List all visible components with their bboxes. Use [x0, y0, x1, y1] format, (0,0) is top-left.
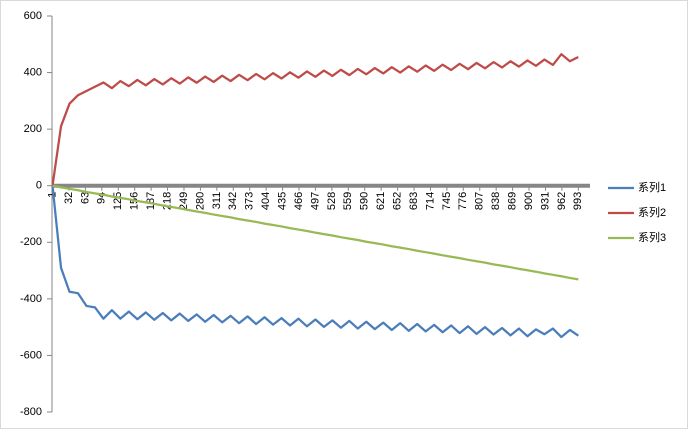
- y-tick-label: 0: [36, 180, 42, 192]
- x-tick-label: 32: [63, 192, 75, 204]
- x-tick-label: 187: [145, 192, 157, 210]
- y-tick-label: 200: [24, 123, 42, 135]
- x-tick-label: 249: [178, 192, 190, 210]
- x-tick-label: 714: [424, 192, 436, 210]
- y-tick-label: -200: [20, 236, 42, 248]
- x-tick-label: 776: [457, 192, 469, 210]
- x-tick-label: 869: [507, 192, 519, 210]
- x-tick-label: 373: [244, 192, 256, 210]
- x-tick-label: 280: [194, 192, 206, 210]
- x-tick-label: 745: [441, 192, 453, 210]
- x-tick-label: 590: [359, 192, 371, 210]
- legend-label: 系列2: [638, 205, 666, 219]
- x-tick-label: 962: [556, 192, 568, 210]
- line-series: [51, 53, 579, 186]
- x-tick-label: 652: [391, 192, 403, 210]
- y-tick-label: -600: [20, 349, 42, 361]
- x-tick-label: 993: [572, 192, 584, 210]
- y-tick-label: 600: [24, 10, 42, 22]
- y-tick-label: -400: [20, 293, 42, 305]
- x-tick-label: 559: [342, 192, 354, 210]
- x-tick-label: 497: [309, 192, 321, 210]
- x-tick-label: 621: [375, 192, 387, 210]
- x-tick-label: 466: [293, 192, 305, 210]
- x-tick-label: 63: [79, 192, 91, 204]
- legend-label: 系列1: [638, 180, 666, 194]
- x-tick-label: 838: [490, 192, 502, 210]
- legend-label: 系列3: [638, 230, 666, 244]
- y-tick-label: 400: [24, 66, 42, 78]
- x-tick-label: 125: [112, 192, 124, 210]
- x-tick-label: 342: [227, 192, 239, 210]
- x-tick-label: 404: [260, 192, 272, 210]
- x-tick-label: 900: [523, 192, 535, 210]
- x-tick-label: 435: [276, 192, 288, 210]
- line-series: [51, 185, 579, 339]
- x-tick-label: 807: [474, 192, 486, 210]
- x-tick-label: 931: [539, 192, 551, 210]
- line-series: [52, 184, 579, 281]
- x-tick-label: 311: [211, 192, 223, 210]
- x-tick-label: 683: [408, 192, 420, 210]
- y-tick-label: -800: [20, 406, 42, 418]
- x-tick-label: 528: [326, 192, 338, 210]
